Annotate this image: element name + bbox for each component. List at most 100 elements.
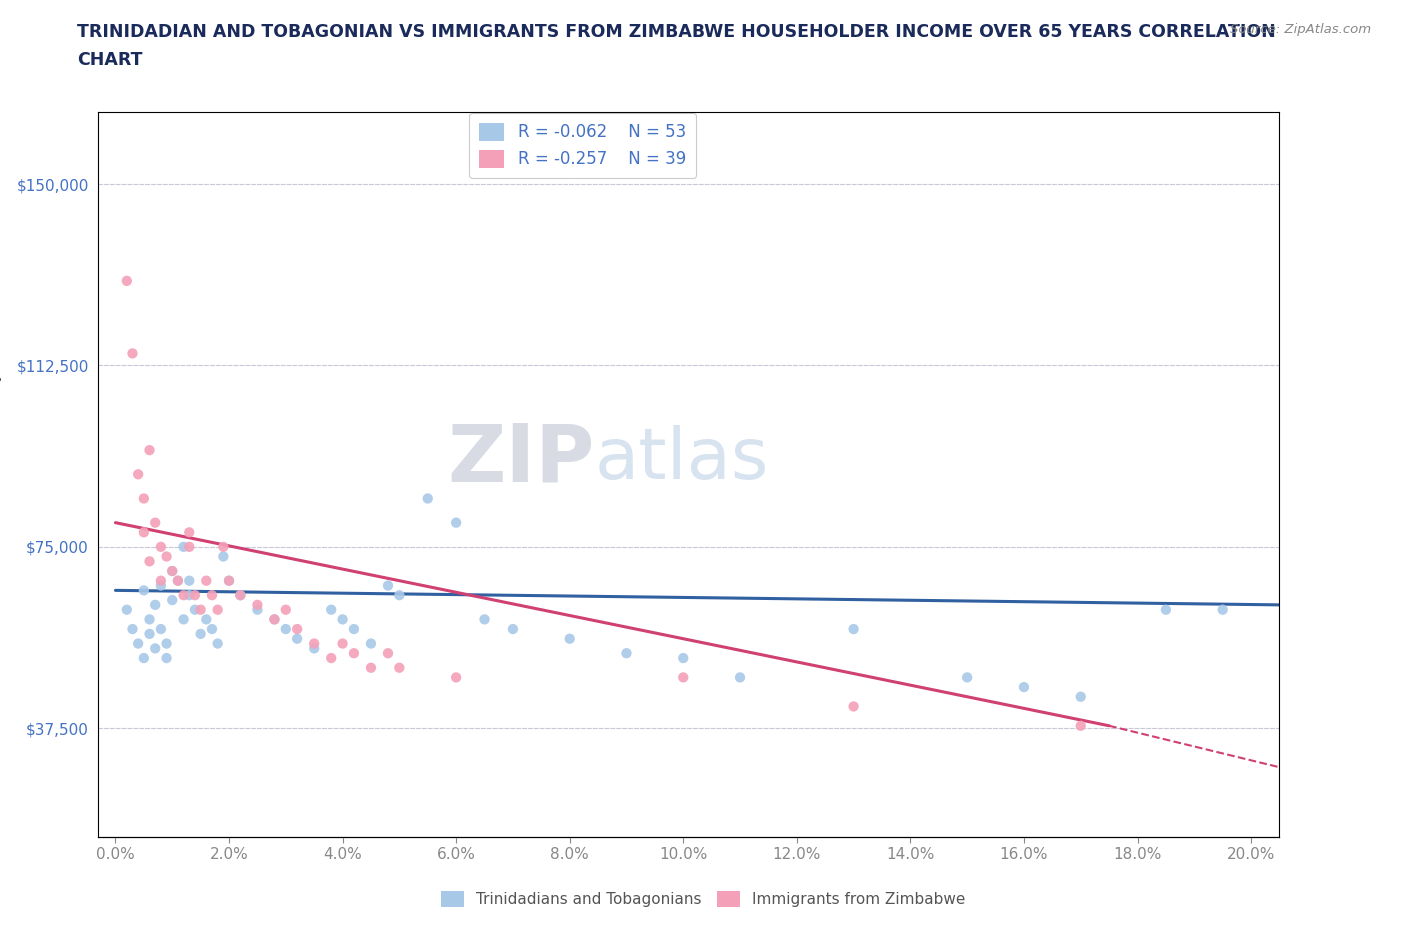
Point: [502, 621, 524, 636]
Point: [179, 573, 201, 588]
Point: [321, 651, 343, 666]
Point: [444, 515, 467, 530]
Legend: Trinidadians and Tobagonians, Immigrants from Zimbabwe: Trinidadians and Tobagonians, Immigrants…: [434, 884, 972, 913]
Point: [212, 539, 235, 554]
Point: [558, 631, 581, 646]
Point: [121, 621, 143, 636]
Point: [143, 515, 166, 530]
Point: [1070, 689, 1092, 704]
Point: [201, 588, 224, 603]
Text: CHART: CHART: [77, 51, 143, 69]
Point: [285, 621, 308, 636]
Point: [155, 636, 177, 651]
Point: [179, 525, 201, 539]
Point: [332, 612, 354, 627]
Point: [132, 651, 155, 666]
Point: [1212, 603, 1234, 618]
Point: [388, 588, 411, 603]
Point: [672, 651, 695, 666]
Point: [167, 573, 190, 588]
Point: [173, 588, 195, 603]
Point: [190, 603, 212, 618]
Point: [274, 621, 297, 636]
Point: [167, 573, 190, 588]
Point: [195, 573, 218, 588]
Point: [444, 670, 467, 684]
Point: [416, 491, 439, 506]
Text: TRINIDADIAN AND TOBAGONIAN VS IMMIGRANTS FROM ZIMBABWE HOUSEHOLDER INCOME OVER 6: TRINIDADIAN AND TOBAGONIAN VS IMMIGRANTS…: [77, 23, 1277, 41]
Point: [388, 660, 411, 675]
Y-axis label: Householder Income Over 65 years: Householder Income Over 65 years: [0, 339, 3, 610]
Point: [173, 612, 195, 627]
Point: [728, 670, 751, 684]
Point: [179, 539, 201, 554]
Point: [132, 583, 155, 598]
Point: [138, 554, 160, 569]
Point: [138, 443, 160, 458]
Point: [115, 273, 138, 288]
Point: [162, 592, 183, 607]
Point: [184, 603, 207, 618]
Point: [155, 651, 177, 666]
Point: [956, 670, 979, 684]
Point: [229, 588, 252, 603]
Text: ZIP: ZIP: [447, 420, 595, 498]
Point: [343, 645, 366, 660]
Point: [360, 660, 382, 675]
Point: [190, 627, 212, 642]
Point: [332, 636, 354, 651]
Point: [263, 612, 285, 627]
Point: [149, 573, 172, 588]
Point: [343, 621, 366, 636]
Point: [155, 549, 177, 564]
Point: [842, 699, 865, 714]
Point: [302, 636, 325, 651]
Point: [842, 621, 865, 636]
Point: [1154, 603, 1177, 618]
Point: [127, 467, 149, 482]
Point: [263, 612, 285, 627]
Point: [132, 491, 155, 506]
Point: [212, 549, 235, 564]
Legend: R = -0.062    N = 53, R = -0.257    N = 39: R = -0.062 N = 53, R = -0.257 N = 39: [470, 113, 696, 179]
Text: atlas: atlas: [595, 425, 769, 494]
Point: [377, 645, 399, 660]
Point: [218, 573, 240, 588]
Point: [149, 578, 172, 593]
Point: [229, 588, 252, 603]
Point: [195, 612, 218, 627]
Point: [302, 641, 325, 656]
Point: [149, 539, 172, 554]
Point: [184, 588, 207, 603]
Point: [321, 603, 343, 618]
Point: [173, 539, 195, 554]
Point: [115, 603, 138, 618]
Point: [162, 564, 183, 578]
Point: [474, 612, 496, 627]
Point: [285, 631, 308, 646]
Point: [121, 346, 143, 361]
Point: [207, 636, 229, 651]
Point: [207, 603, 229, 618]
Text: Source: ZipAtlas.com: Source: ZipAtlas.com: [1230, 23, 1371, 36]
Point: [149, 621, 172, 636]
Point: [132, 525, 155, 539]
Point: [246, 603, 269, 618]
Point: [162, 564, 183, 578]
Point: [672, 670, 695, 684]
Point: [179, 588, 201, 603]
Point: [143, 641, 166, 656]
Point: [218, 573, 240, 588]
Point: [1070, 718, 1092, 733]
Point: [246, 597, 269, 612]
Point: [360, 636, 382, 651]
Point: [1012, 680, 1035, 695]
Point: [143, 597, 166, 612]
Point: [201, 621, 224, 636]
Point: [377, 578, 399, 593]
Point: [138, 627, 160, 642]
Point: [616, 645, 638, 660]
Point: [138, 612, 160, 627]
Point: [127, 636, 149, 651]
Point: [274, 603, 297, 618]
